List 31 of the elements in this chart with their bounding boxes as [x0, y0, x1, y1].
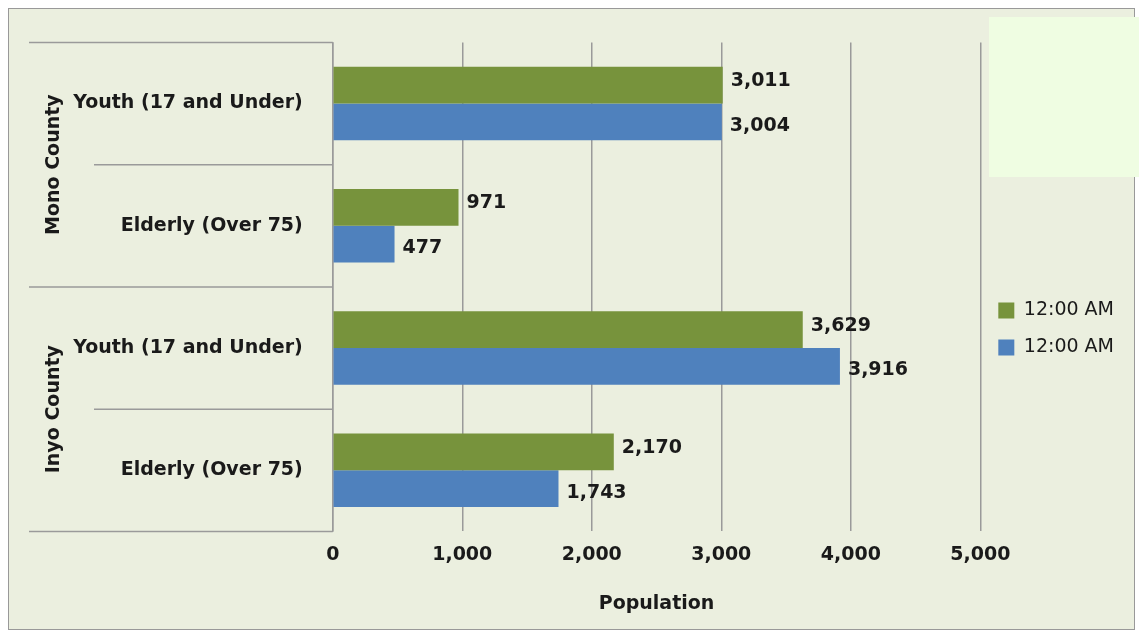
x-tick-label: 0: [326, 541, 340, 564]
legend-label: 12:00 AM: [1023, 297, 1114, 320]
bar: [333, 103, 722, 141]
text: Mono County: [40, 93, 63, 235]
x-tick-label: 1,000: [432, 541, 493, 564]
bar: [333, 348, 840, 385]
x-tick-label: 2,000: [561, 541, 622, 564]
text: Inyo County: [40, 344, 63, 474]
data-label: 3,004: [729, 112, 790, 135]
bar: [333, 66, 723, 104]
legend-label: 12:00 AM: [1023, 334, 1114, 357]
bar: [333, 311, 803, 349]
bar: [333, 225, 395, 263]
x-axis-title: Population: [598, 590, 715, 613]
data-label: 1,743: [566, 479, 627, 502]
data-label: 2,170: [621, 434, 682, 457]
data-label: 477: [402, 235, 443, 258]
bar: [333, 189, 459, 226]
y-tick-label: Youth (17 and Under): [72, 334, 303, 357]
y-tick-label: Elderly (Over 75): [120, 457, 303, 480]
y-tick-label: Elderly (Over 75): [120, 212, 303, 235]
data-label: 3,629: [810, 312, 871, 335]
bar: [333, 433, 614, 471]
x-tick-label: 3,000: [691, 541, 752, 564]
data-label: 3,011: [730, 68, 791, 91]
x-tick-label: 5,000: [950, 541, 1011, 564]
data-label: 971: [466, 190, 507, 213]
bar: [333, 470, 559, 507]
data-label: 3,916: [847, 357, 909, 380]
y-tick-label: Youth (17 and Under): [72, 90, 303, 113]
x-tick-label: 4,000: [820, 541, 881, 564]
